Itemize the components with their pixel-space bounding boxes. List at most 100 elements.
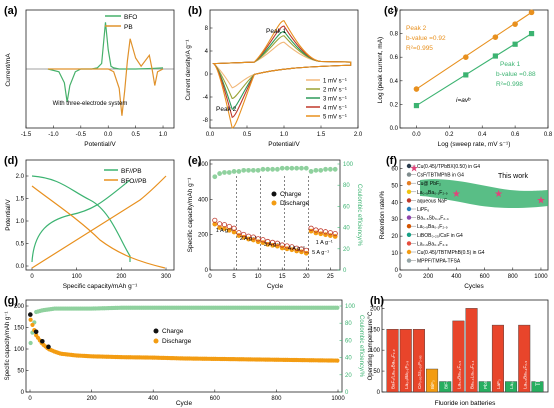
panel-c-xtick-label: 0.8 <box>544 132 553 138</box>
panel-f-xtick-label: 0 <box>398 274 402 280</box>
panel-h-this-work-label: This work <box>536 359 542 386</box>
panel-c-fit-line <box>416 11 532 90</box>
panel-e-point-charge <box>332 230 338 237</box>
panel-f-ref-label: Cu@ PbF₂ <box>417 181 441 187</box>
panel-c-yticks: 0.0 0.2 0.4 0.6 0.8 1.0 <box>390 8 403 132</box>
panel-a-xtick-label: -1.0 <box>48 132 59 138</box>
panel-c-ylabel: Log (peak current, mA) <box>377 37 384 103</box>
panel-h-bar-label: BiF₃ <box>430 380 435 389</box>
panel-d-ytick-label: 1.5 <box>16 197 25 203</box>
panel-d-bfo-discharge <box>31 185 166 269</box>
panel-e-point-ce <box>250 167 256 173</box>
panel-f-this-work-label: This work <box>498 173 528 180</box>
panel-f-ref-marker <box>406 232 412 237</box>
panel-h-ytick-label: 0 <box>377 390 381 396</box>
panel-a-note: With three-electrode system <box>53 101 128 107</box>
panel-f-ref-marker <box>406 224 412 229</box>
panel-c-point-peak1 <box>413 102 420 109</box>
panel-e-point-charge <box>284 243 290 249</box>
panel-c-point-peak2 <box>462 54 469 60</box>
panel-c-plot <box>413 9 535 109</box>
panel-c-point-peak1 <box>463 72 469 78</box>
panel-e-point-ce <box>222 170 227 175</box>
panel-b: (b) Current density/A g⁻¹ Potential/V 0.… <box>185 5 363 148</box>
panel-e-point-charge <box>279 242 285 248</box>
panel-b-legend: 1 mV s⁻¹ 2 mV s⁻¹ 3 mV s⁻¹ 4 mV s⁻¹ 5 mV s⁻¹ <box>306 79 347 121</box>
panel-h: (h) Operating temperature/°C Fluoride io… <box>368 295 549 407</box>
panel-f-star: ★ <box>452 189 461 200</box>
panel-c-point-peak1 <box>512 41 518 47</box>
panel-f-letter: (f) <box>386 155 397 167</box>
panel-e-y2-ytick-label: 0 <box>343 268 347 274</box>
panel-h-letter: (h) <box>370 295 384 307</box>
panel-c-xtick-label: 0.6 <box>511 132 520 138</box>
panel-f-ref-label: MPPF/TMPA-TFSA <box>417 259 461 265</box>
panel-e-point-charge <box>327 230 333 236</box>
panel-f-ytick-label: 40 <box>391 200 398 206</box>
panel-e-rate-label: 2 A g⁻¹ <box>240 236 257 242</box>
panel-g-point-ce <box>335 305 340 310</box>
panel-f-this-work-stars: ★ ★ ★ ★ <box>410 163 546 206</box>
panel-e-point-charge <box>226 223 232 230</box>
panel-e-point-charge <box>313 227 319 233</box>
panel-e-xtick-label: 10 <box>255 274 262 280</box>
panel-e-point-charge <box>318 228 324 234</box>
panel-f-yticks: 0 10 20 30 40 50 60 <box>391 166 403 274</box>
panel-g-xlabel: Cycle <box>176 400 193 407</box>
panel-f-xtick-label: 800 <box>508 274 519 280</box>
panel-f-ref-label: Cu(0.45)/TPbBX(0.50) in G4 <box>417 164 480 170</box>
panel-e-points <box>212 165 338 256</box>
panel-b-ytick-label: -4 <box>203 95 209 101</box>
panel-b-xlabel: Potential/V <box>268 141 300 148</box>
panel-b-ylabel: Current density/A g⁻¹ <box>185 39 192 101</box>
panel-g-y2ticks: 0 20 40 60 80 100 <box>339 304 356 396</box>
panel-f-reference-list: Cu(0.45)/TPbBX(0.50) in G4 CsF/TBTMPhB in… <box>406 163 485 265</box>
panel-h-bar-label: La₀.₉Ba₀.₁F₂.₉ <box>404 361 409 389</box>
panel-d-bf-discharge <box>31 175 131 262</box>
panel-e-point-ce <box>294 165 300 171</box>
panel-d-legend-bf: BF//PB <box>121 168 142 175</box>
panel-a-bfo-curve <box>47 22 164 103</box>
panel-e-point-charge <box>255 236 261 242</box>
panel-a-xtick-label: -0.5 <box>76 132 87 138</box>
panel-f-ref-marker <box>406 206 412 212</box>
panel-g-point-charge <box>46 344 51 350</box>
panel-h-bar-label: LaF₃ <box>496 379 501 389</box>
panel-f-ref-label: Cu(0.45)/TBTMPhB(0.5) in G4 <box>417 250 485 256</box>
panel-e-point-ce <box>332 166 338 172</box>
panel-g-ytick-label: 150 <box>14 326 25 332</box>
panel-e-point-charge <box>289 244 295 250</box>
panel-g-point-discharge <box>30 322 35 328</box>
panel-f-ytick-label: 0 <box>395 268 399 274</box>
panel-e-point-charge <box>298 246 305 252</box>
panel-g-legend-discharge-marker <box>153 338 159 344</box>
panel-e-xticks: 0 5 10 15 20 25 <box>208 267 334 280</box>
panel-h-bar <box>465 308 478 393</box>
panel-a-legend-pb: PB <box>124 24 133 31</box>
panel-e-legend-discharge: Discharge <box>280 200 310 207</box>
panel-d-frame <box>25 159 175 271</box>
panel-e-point-ce <box>236 169 242 174</box>
panel-e-point-ce <box>318 167 324 173</box>
panel-a-letter: (a) <box>4 5 18 17</box>
panel-c-peak2-r2: R²=0.995 <box>406 45 433 52</box>
panel-e-point-ce <box>289 165 295 171</box>
panel-g-xtick-label: 1000 <box>331 396 345 402</box>
panel-e-point-ce <box>246 167 251 173</box>
panel-h-bar <box>518 324 531 393</box>
panel-c-ytick-label: 0.6 <box>390 55 399 61</box>
panel-d-yticks: 0.0 0.5 1.0 1.5 2.0 <box>16 174 29 270</box>
panel-e-y2label: Coulombic efficiency/% <box>356 184 362 247</box>
panel-g-xtick-label: 800 <box>271 396 282 402</box>
panel-e-rate-labels: 1 A g⁻¹ 2 A g⁻¹ 3 A g⁻¹ 4 A g⁻¹ 5 A g⁻¹ 1 A g… <box>216 228 333 256</box>
panel-f-ref-marker <box>406 249 412 255</box>
panel-b-peak2-label: Peak 2 <box>216 106 237 113</box>
panel-e-letter: (e) <box>188 155 202 167</box>
panel-h-bar <box>412 329 425 393</box>
panel-d-xtick-label: 300 <box>161 274 172 280</box>
panel-e-point-ce <box>299 165 304 171</box>
panel-h-bar <box>531 381 544 393</box>
panel-b-legend-label: 1 mV s⁻¹ <box>323 79 347 85</box>
panel-f-ref-label: La₀.₉Ba₀.₁F₂.₉ <box>417 241 448 247</box>
